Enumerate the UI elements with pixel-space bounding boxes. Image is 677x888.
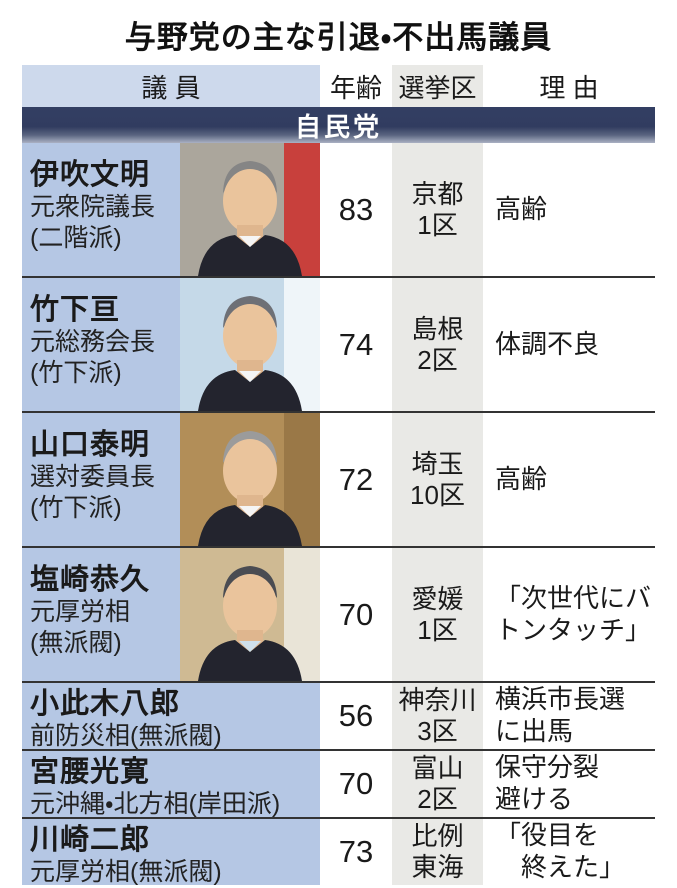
district-line: 埼玉 xyxy=(411,448,464,479)
reason-line: に出馬 xyxy=(495,716,574,746)
member-name: 伊吹文明 xyxy=(30,159,151,191)
district-line: 1区 xyxy=(417,209,458,240)
member-post: 元沖縄・北方相(岸田派) xyxy=(30,790,281,819)
member-name: 竹下亘 xyxy=(30,294,121,326)
reason-cell: 「次世代にバ トンタッチ」 xyxy=(483,548,655,681)
reason-line: トンタッチ」 xyxy=(495,614,652,645)
reason-line: 終えた」 xyxy=(495,852,626,882)
member-faction: (竹下派) xyxy=(30,493,122,522)
district-line: 1区 xyxy=(417,614,458,645)
member-cell: 山口泰明 選対委員長 (竹下派) xyxy=(22,413,180,546)
district-line: 島根 xyxy=(411,313,464,344)
reason-line: 横浜市長選 xyxy=(495,684,626,715)
table-row: 竹下亘 元総務会長 (竹下派) 74 島根 2区 体調不良 xyxy=(22,276,655,411)
header-member: 議 員 xyxy=(22,65,320,107)
district-line: 3区 xyxy=(417,716,458,746)
reason-line: 体調不良 xyxy=(495,328,600,359)
member-cell: 竹下亘 元総務会長 (竹下派) xyxy=(22,278,180,411)
district-line: 10区 xyxy=(410,479,465,510)
member-cell: 伊吹文明 元衆院議長 (二階派) xyxy=(22,143,180,276)
members-table: 議 員 年齢 選挙区 理 由 自民党 伊吹文明 元衆院議長 (二階派) xyxy=(22,65,655,887)
age-cell: 73 xyxy=(320,819,392,885)
reason-cell: 「役目を 終えた」 xyxy=(483,819,655,885)
member-cell: 小此木八郎 前防災相(無派閥) xyxy=(22,683,320,751)
age-cell: 74 xyxy=(320,278,392,411)
member-photo xyxy=(180,143,320,276)
district-line: 神奈川 xyxy=(398,685,477,716)
member-faction: (無派閥) xyxy=(30,628,122,657)
portrait-silhouette-icon xyxy=(198,566,302,681)
district-cell: 神奈川 3区 xyxy=(392,683,483,749)
portrait-silhouette-icon xyxy=(198,296,302,411)
member-post: 元衆院議長 xyxy=(30,193,156,222)
table-row: 川崎二郎 元厚労相(無派閥) 73 比例 東海 「役目を 終えた」 xyxy=(22,817,655,887)
member-post: 元総務会長 xyxy=(30,328,156,357)
age-cell: 70 xyxy=(320,751,392,817)
header-reason: 理 由 xyxy=(483,65,655,107)
reason-cell: 保守分裂 避ける xyxy=(483,751,655,817)
reason-line: 保守分裂 xyxy=(495,752,600,783)
member-faction: (竹下派) xyxy=(30,358,122,387)
district-line: 愛媛 xyxy=(411,583,464,614)
header-district: 選挙区 xyxy=(392,65,483,107)
member-name: 宮腰光寛 xyxy=(30,756,151,788)
reason-cell: 体調不良 xyxy=(483,278,655,411)
age-cell: 70 xyxy=(320,548,392,681)
page-title: 与野党の主な引退・不出馬議員 xyxy=(124,20,553,55)
party-section-band: 自民党 xyxy=(22,107,655,143)
district-line: 富山 xyxy=(411,753,464,784)
district-cell: 埼玉 10区 xyxy=(392,413,483,546)
member-photo xyxy=(180,548,320,681)
district-cell: 京都 1区 xyxy=(392,143,483,276)
reason-line: 「役目を xyxy=(495,820,600,851)
member-name: 塩崎恭久 xyxy=(30,564,151,596)
header-age: 年齢 xyxy=(320,65,392,107)
member-faction: (二階派) xyxy=(30,223,122,252)
member-post: 選対委員長 xyxy=(30,463,156,492)
member-photo xyxy=(180,278,320,411)
portrait-silhouette-icon xyxy=(198,431,302,546)
portrait-silhouette-icon xyxy=(198,161,302,276)
reason-cell: 横浜市長選 に出馬 xyxy=(483,683,655,749)
member-name: 山口泰明 xyxy=(30,429,151,461)
district-cell: 愛媛 1区 xyxy=(392,548,483,681)
reason-line: 避ける xyxy=(495,784,574,814)
age-cell: 56 xyxy=(320,683,392,749)
member-name: 小此木八郎 xyxy=(30,688,181,720)
district-line: 東海 xyxy=(411,852,464,882)
member-post: 元厚労相 xyxy=(30,598,131,627)
reason-cell: 高齢 xyxy=(483,143,655,276)
district-line: 2区 xyxy=(417,784,458,814)
district-line: 京都 xyxy=(411,178,464,209)
member-post: 元厚労相(無派閥) xyxy=(30,858,222,887)
district-line: 2区 xyxy=(417,344,458,375)
age-cell: 83 xyxy=(320,143,392,276)
reason-line: 高齢 xyxy=(495,463,548,494)
district-cell: 富山 2区 xyxy=(392,751,483,817)
reason-line: 高齢 xyxy=(495,193,548,224)
table-row: 塩崎恭久 元厚労相 (無派閥) 70 愛媛 1区 「次世代に xyxy=(22,546,655,681)
reason-cell: 高齢 xyxy=(483,413,655,546)
table-row: 宮腰光寛 元沖縄・北方相(岸田派) 70 富山 2区 保守分裂 避ける xyxy=(22,749,655,819)
table-row: 伊吹文明 元衆院議長 (二階派) 83 京都 1区 高齢 xyxy=(22,143,655,276)
member-cell: 宮腰光寛 元沖縄・北方相(岸田派) xyxy=(22,751,320,819)
member-cell: 川崎二郎 元厚労相(無派閥) xyxy=(22,819,320,887)
age-cell: 72 xyxy=(320,413,392,546)
reason-line: 「次世代にバ xyxy=(495,582,652,613)
table-row: 小此木八郎 前防災相(無派閥) 56 神奈川 3区 横浜市長選 に出馬 xyxy=(22,681,655,751)
member-cell: 塩崎恭久 元厚労相 (無派閥) xyxy=(22,548,180,681)
table-header-row: 議 員 年齢 選挙区 理 由 xyxy=(22,65,655,107)
member-photo xyxy=(180,413,320,546)
member-name: 川崎二郎 xyxy=(30,824,151,856)
district-cell: 比例 東海 xyxy=(392,819,483,885)
table-row: 山口泰明 選対委員長 (竹下派) 72 埼玉 10区 高齢 xyxy=(22,411,655,546)
district-cell: 島根 2区 xyxy=(392,278,483,411)
district-line: 比例 xyxy=(411,821,464,852)
member-post: 前防災相(無派閥) xyxy=(30,722,222,751)
